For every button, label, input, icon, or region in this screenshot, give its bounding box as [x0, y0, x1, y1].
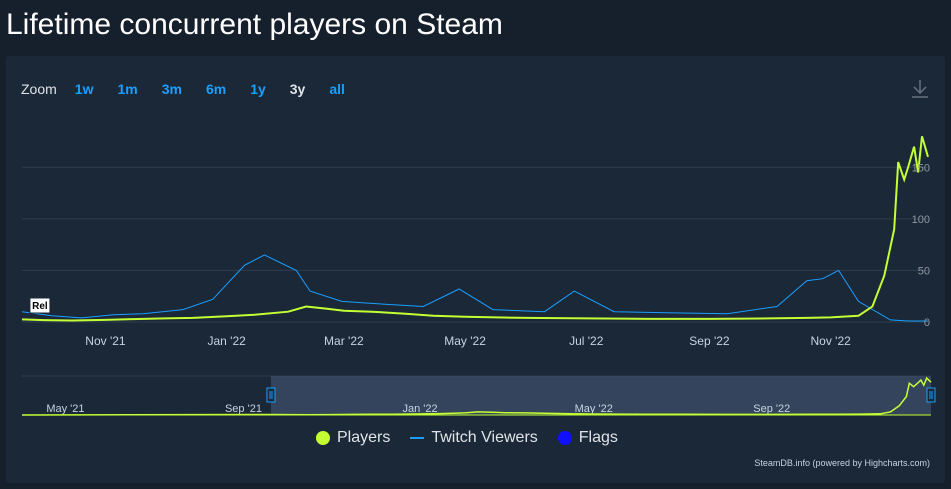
chart-credits[interactable]: SteamDB.info (powered by Highcharts.com): [754, 458, 930, 468]
navigator-tick-label: Jan '22: [402, 403, 437, 415]
players-series: [21, 136, 929, 322]
legend-label-flags: Flags: [578, 429, 618, 446]
players-line: [21, 136, 929, 322]
twitch-viewers-line: [21, 254, 928, 322]
y-tick-label: 0: [924, 317, 930, 329]
players-dot-icon: [316, 431, 330, 445]
y-axis: 0 50 100 150: [912, 162, 930, 329]
legend-item-twitch[interactable]: Twitch Viewers: [410, 429, 538, 447]
flags-dot-icon: [557, 431, 572, 445]
zoom-all-button[interactable]: all: [329, 81, 345, 97]
x-tick-label: Nov '22: [810, 334, 851, 348]
navigator-tick-label: Sep '21: [225, 403, 262, 415]
handle-grip: [926, 387, 936, 403]
twitch-line-icon: [410, 437, 425, 439]
zoom-1m-button[interactable]: 1m: [117, 81, 138, 97]
x-tick-label: Jul '22: [569, 334, 604, 348]
x-tick-label: May '22: [444, 334, 486, 348]
navigator-right-handle[interactable]: [926, 387, 936, 403]
twitch-series: [21, 254, 928, 322]
handle-grip: [266, 387, 276, 403]
x-tick-label: Mar '22: [324, 334, 364, 348]
x-axis: Nov '21 Jan '22 Mar '22 May '22 Jul '22 Sep '…: [85, 334, 851, 348]
zoom-6m-button[interactable]: 6m: [205, 81, 227, 97]
zoom-3m-button[interactable]: 3m: [161, 81, 182, 97]
legend-label-players: Players: [337, 429, 391, 446]
players-chart[interactable]: 0 50 100 150 Nov '21 Jan '22 Mar '22 May '22 Ju…: [6, 56, 945, 483]
navigator[interactable]: May '21 Sep '21 Jan '22 May '22 Sep '22: [21, 375, 936, 416]
download-icon[interactable]: [910, 78, 930, 100]
x-tick-label: Nov '21: [85, 334, 126, 348]
navigator-tick-label: May '22: [575, 403, 613, 415]
grid-lines: [22, 166, 928, 323]
zoom-3y-button[interactable]: 3y: [289, 81, 306, 97]
legend-label-twitch: Twitch Viewers: [431, 429, 538, 446]
x-tick-label: Jan '22: [207, 334, 246, 348]
chart-panel: Zoom 1w 1m 3m 6m 1y 3y all 0 50 100 150 Nov…: [6, 56, 945, 483]
navigator-tick-label: May '21: [46, 403, 84, 415]
navigator-selection: [270, 376, 931, 415]
navigator-left-handle[interactable]: [266, 387, 276, 403]
x-tick-label: Sep '22: [689, 334, 730, 348]
flag-label: Rel: [32, 301, 48, 312]
page-title: Lifetime concurrent players on Steam: [6, 8, 503, 41]
navigator-players-line: [21, 376, 932, 416]
flags-layer[interactable]: Rel: [29, 297, 51, 314]
zoom-1y-button[interactable]: 1y: [250, 81, 266, 97]
legend: Players Twitch Viewers Flags: [316, 429, 638, 447]
zoom-label: Zoom: [21, 81, 57, 97]
zoom-bar: Zoom 1w 1m 3m 6m 1y 3y all: [21, 80, 369, 98]
flag-marker: [29, 297, 51, 314]
legend-item-flags[interactable]: Flags: [557, 429, 618, 447]
zoom-1w-button[interactable]: 1w: [74, 81, 94, 97]
y-tick-label: 100: [912, 214, 930, 226]
navigator-tick-label: Sep '22: [753, 403, 790, 415]
y-tick-label: 50: [918, 265, 930, 277]
legend-item-players[interactable]: Players: [316, 429, 390, 447]
y-tick-label: 150: [912, 162, 930, 174]
